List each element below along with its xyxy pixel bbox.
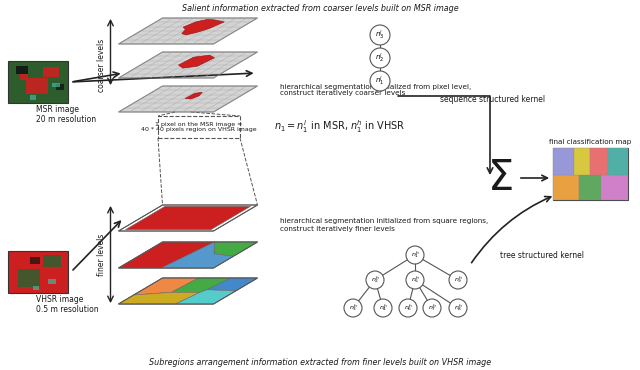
Circle shape bbox=[423, 299, 441, 317]
Text: $n_9^h$: $n_9^h$ bbox=[454, 275, 462, 285]
Polygon shape bbox=[118, 86, 257, 112]
Bar bbox=[43, 67, 59, 77]
Text: $n_2^l$: $n_2^l$ bbox=[376, 51, 385, 65]
Text: $n_1^l$: $n_1^l$ bbox=[376, 74, 385, 88]
Text: Salient information extracted from coarser levels built on MSR image: Salient information extracted from coars… bbox=[182, 4, 458, 13]
Text: sequence structured kernel: sequence structured kernel bbox=[440, 95, 545, 104]
Text: $n_6^h$: $n_6^h$ bbox=[404, 303, 412, 313]
Bar bbox=[52, 83, 60, 87]
Text: $n_1 = n_1^l$ in MSR, $n_1^h$ in VHSR: $n_1 = n_1^l$ in MSR, $n_1^h$ in VHSR bbox=[275, 119, 406, 135]
Text: finer levels: finer levels bbox=[97, 233, 106, 276]
Bar bbox=[48, 279, 56, 284]
Polygon shape bbox=[118, 292, 200, 304]
Bar bbox=[590, 148, 608, 175]
Polygon shape bbox=[172, 278, 231, 292]
Polygon shape bbox=[179, 55, 214, 68]
Polygon shape bbox=[185, 92, 202, 99]
Polygon shape bbox=[118, 242, 257, 268]
Bar bbox=[26, 78, 48, 94]
Circle shape bbox=[370, 48, 390, 68]
Bar bbox=[43, 255, 61, 267]
Bar bbox=[573, 148, 590, 175]
Circle shape bbox=[406, 271, 424, 289]
Circle shape bbox=[449, 271, 467, 289]
Text: $\Sigma$: $\Sigma$ bbox=[487, 157, 513, 199]
Polygon shape bbox=[182, 19, 224, 35]
Polygon shape bbox=[118, 242, 215, 268]
Text: hierarchical segmentation initialized from square regions,
construct iteratively: hierarchical segmentation initialized fr… bbox=[280, 219, 488, 232]
Polygon shape bbox=[118, 18, 257, 44]
Text: $n_4^h$: $n_4^h$ bbox=[379, 303, 387, 313]
Polygon shape bbox=[125, 206, 250, 230]
Text: $n_3^l$: $n_3^l$ bbox=[376, 28, 385, 42]
Circle shape bbox=[344, 299, 362, 317]
Text: $n_7^h$: $n_7^h$ bbox=[428, 303, 436, 313]
Text: 1 pixel on the MSR image =
40 * 40 pixels region on VHSR image: 1 pixel on the MSR image = 40 * 40 pixel… bbox=[141, 122, 257, 132]
Circle shape bbox=[406, 246, 424, 264]
Bar bbox=[552, 148, 573, 175]
Polygon shape bbox=[118, 52, 257, 78]
Polygon shape bbox=[175, 290, 236, 304]
Text: $n_3^h$: $n_3^h$ bbox=[349, 303, 357, 313]
Circle shape bbox=[370, 25, 390, 45]
Text: final classification map: final classification map bbox=[549, 139, 631, 145]
Circle shape bbox=[374, 299, 392, 317]
Bar bbox=[158, 116, 240, 138]
Bar bbox=[8, 61, 68, 103]
Bar bbox=[20, 74, 28, 80]
Circle shape bbox=[399, 299, 417, 317]
Polygon shape bbox=[118, 205, 257, 231]
Text: $n_8^h$: $n_8^h$ bbox=[454, 303, 462, 313]
Bar bbox=[56, 84, 64, 90]
Text: $n_2^h$: $n_2^h$ bbox=[371, 275, 380, 285]
Bar bbox=[552, 148, 627, 200]
Text: $n_5^h$: $n_5^h$ bbox=[411, 275, 419, 285]
Bar bbox=[579, 175, 601, 200]
Bar bbox=[33, 286, 39, 290]
Circle shape bbox=[370, 71, 390, 91]
Polygon shape bbox=[118, 278, 257, 304]
Text: tree structured kernel: tree structured kernel bbox=[500, 250, 584, 259]
Text: Subregions arrangement information extracted from finer levels built on VHSR ima: Subregions arrangement information extra… bbox=[149, 358, 491, 367]
Polygon shape bbox=[214, 242, 257, 256]
Text: $n_1^h$: $n_1^h$ bbox=[411, 250, 419, 260]
Polygon shape bbox=[207, 278, 257, 291]
Text: VHSR image
0.5 m resolution: VHSR image 0.5 m resolution bbox=[36, 295, 99, 314]
Text: MSR image
20 m resolution: MSR image 20 m resolution bbox=[36, 105, 96, 124]
Polygon shape bbox=[161, 242, 234, 268]
Text: hierarchical segmentation initialized from pixel level,
construct iteratively co: hierarchical segmentation initialized fr… bbox=[280, 84, 471, 97]
Bar bbox=[16, 66, 28, 74]
Bar bbox=[552, 175, 579, 200]
Bar bbox=[18, 269, 40, 287]
Circle shape bbox=[366, 271, 384, 289]
Polygon shape bbox=[134, 278, 198, 295]
Bar bbox=[30, 257, 40, 264]
Bar bbox=[601, 175, 627, 200]
Bar bbox=[608, 148, 627, 175]
Text: coarser levels: coarser levels bbox=[97, 38, 106, 92]
Circle shape bbox=[449, 299, 467, 317]
Bar bbox=[30, 95, 36, 100]
Bar bbox=[8, 251, 68, 293]
